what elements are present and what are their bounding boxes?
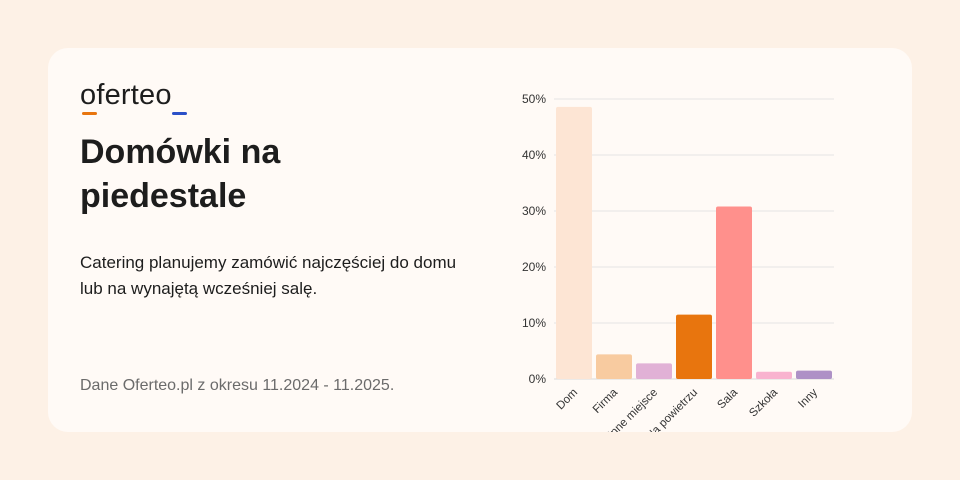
y-tick-label: 40% bbox=[522, 148, 546, 162]
source-note: Dane Oferteo.pl z okresu 11.2024 - 11.20… bbox=[80, 377, 395, 394]
page-title: Domówki na piedestale bbox=[80, 133, 281, 215]
oferteo-logo: oferteo bbox=[80, 79, 172, 111]
x-tick-label: Inny bbox=[796, 386, 820, 410]
bar-inne-miejsce bbox=[636, 363, 672, 379]
y-tick-label: 50% bbox=[522, 92, 546, 106]
info-card: oferteo Domówki na piedestale Catering p… bbox=[48, 48, 912, 432]
bar-firma bbox=[596, 354, 632, 379]
bar-szkoła bbox=[756, 371, 792, 379]
y-tick-label: 30% bbox=[522, 204, 546, 218]
chart-y-axis: 0% 10% 20% 30% 40% 50% bbox=[522, 92, 546, 386]
bar-inny bbox=[796, 370, 832, 379]
y-tick-label: 0% bbox=[529, 372, 547, 386]
x-tick-label: Dom bbox=[554, 387, 580, 413]
y-tick-label: 10% bbox=[522, 316, 546, 330]
x-tick-label: Szkoła bbox=[747, 386, 780, 419]
x-tick-label: Sala bbox=[715, 386, 740, 411]
y-tick-label: 20% bbox=[522, 260, 546, 274]
x-tick-label: Firma bbox=[591, 386, 621, 416]
bar-na-powietrzu bbox=[676, 314, 712, 379]
bar-sala bbox=[716, 206, 752, 379]
logo-accent-blue bbox=[172, 112, 187, 115]
chart-bars bbox=[556, 106, 832, 379]
bar-dom bbox=[556, 106, 592, 379]
logo-accent-orange bbox=[82, 112, 97, 115]
subtitle-text: Catering planujemy zamówić najczęściej d… bbox=[80, 253, 457, 298]
